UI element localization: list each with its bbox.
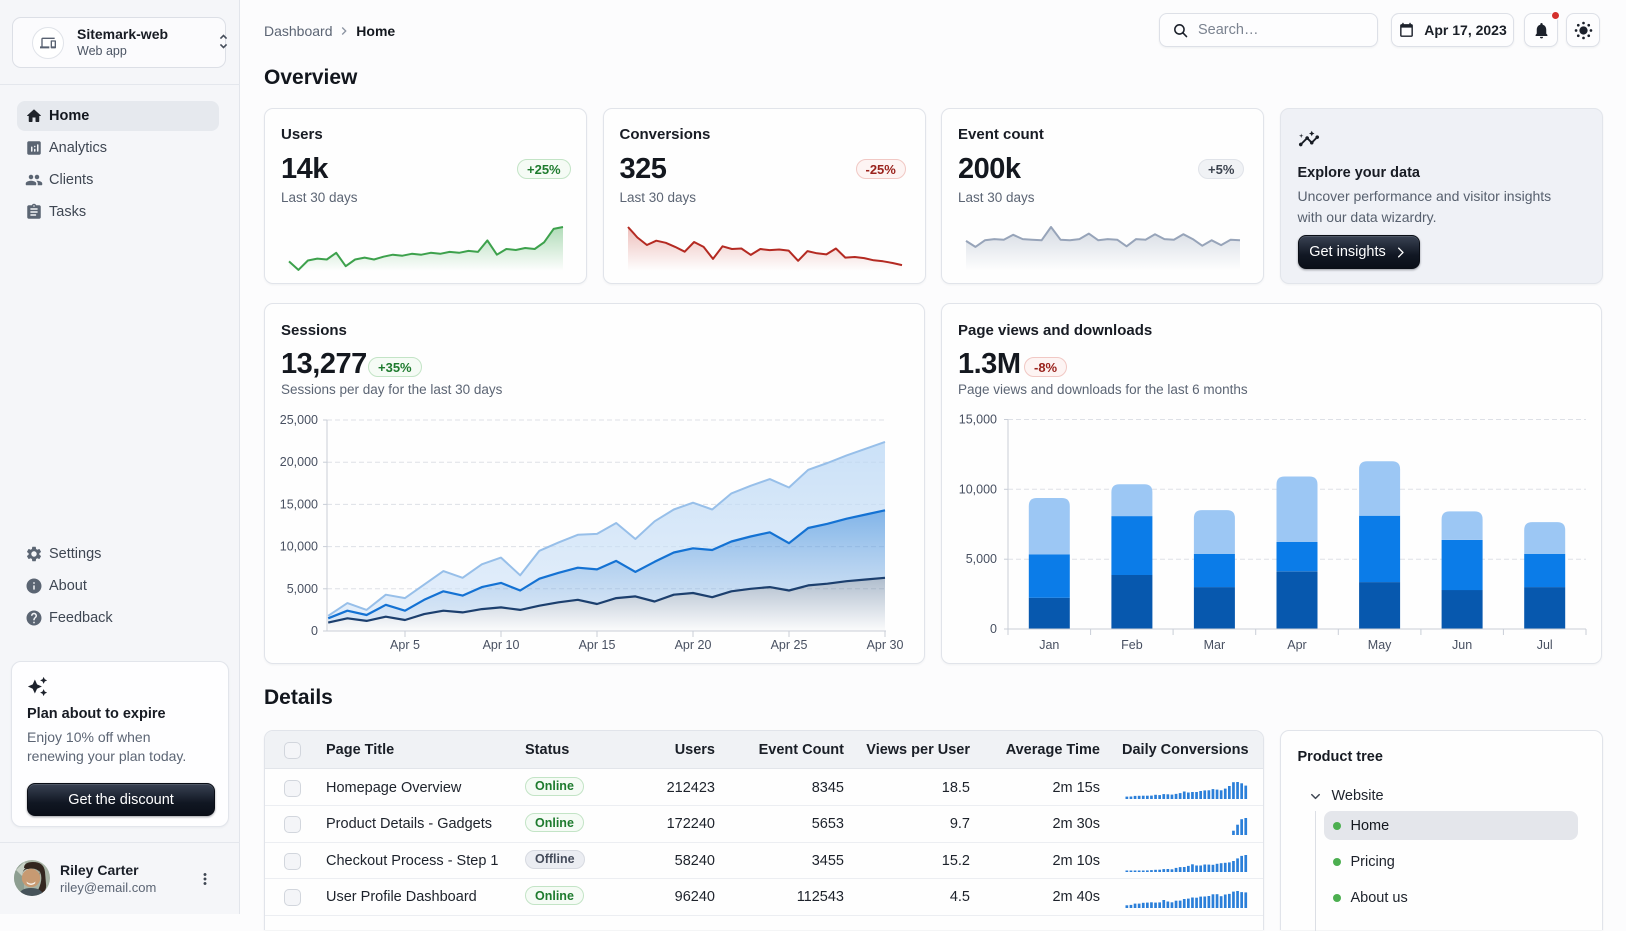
svg-text:Jun: Jun xyxy=(1452,638,1472,652)
svg-text:Apr 30: Apr 30 xyxy=(867,638,904,652)
svg-text:25,000: 25,000 xyxy=(280,413,318,427)
svg-text:Jul: Jul xyxy=(1537,638,1553,652)
svg-text:Feb: Feb xyxy=(1121,638,1143,652)
svg-text:20,000: 20,000 xyxy=(280,455,318,469)
svg-text:Apr 15: Apr 15 xyxy=(579,638,616,652)
svg-text:May: May xyxy=(1368,638,1392,652)
svg-text:Apr 10: Apr 10 xyxy=(483,638,520,652)
svg-text:10,000: 10,000 xyxy=(280,540,318,554)
svg-text:Mar: Mar xyxy=(1204,638,1226,652)
svg-text:5,000: 5,000 xyxy=(287,582,318,596)
svg-text:Apr 25: Apr 25 xyxy=(771,638,808,652)
svg-text:10,000: 10,000 xyxy=(959,482,997,496)
svg-text:15,000: 15,000 xyxy=(280,497,318,511)
svg-text:0: 0 xyxy=(990,622,997,636)
svg-text:15,000: 15,000 xyxy=(959,413,997,427)
svg-text:5,000: 5,000 xyxy=(966,552,997,566)
svg-text:Apr: Apr xyxy=(1287,638,1306,652)
svg-text:Jan: Jan xyxy=(1039,638,1059,652)
svg-text:Apr 5: Apr 5 xyxy=(390,638,420,652)
svg-text:Apr 20: Apr 20 xyxy=(675,638,712,652)
svg-text:0: 0 xyxy=(311,624,318,638)
